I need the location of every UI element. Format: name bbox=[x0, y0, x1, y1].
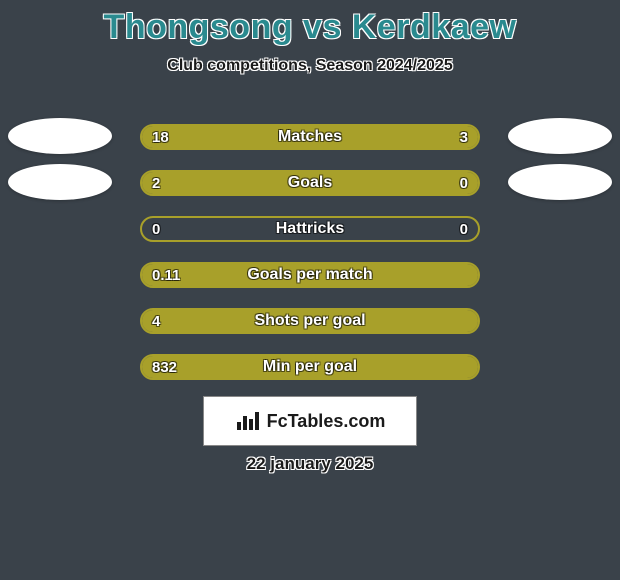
stat-row: Min per goal832 bbox=[0, 342, 620, 388]
stat-row: Hattricks0 0 bbox=[0, 204, 620, 250]
player2-avatar bbox=[508, 164, 612, 200]
comparison-infographic: Thongsong vs Kerdkaew Club competitions,… bbox=[0, 0, 620, 580]
stat-bar: Goals20 bbox=[140, 170, 480, 196]
infographic-date: 22 january 2025 bbox=[0, 454, 620, 474]
stat-row: Goals per match0.11 bbox=[0, 250, 620, 296]
stat-row: Matches183 bbox=[0, 112, 620, 158]
stat-bar: Matches183 bbox=[140, 124, 480, 150]
stat-bar: Min per goal832 bbox=[140, 354, 480, 380]
stat-bar-right bbox=[430, 126, 478, 148]
stat-rows: Matches183 Goals20 Hattricks0 0 Goals per ma… bbox=[0, 112, 620, 388]
stat-bar-left bbox=[142, 264, 478, 286]
chart-icon bbox=[235, 410, 261, 432]
stat-row: Goals20 bbox=[0, 158, 620, 204]
brand-text: FcTables.com bbox=[267, 411, 386, 432]
stat-bar: Hattricks0 0 bbox=[140, 216, 480, 242]
player1-avatar bbox=[8, 164, 112, 200]
stat-bar-left bbox=[142, 356, 478, 378]
stat-row: Shots per goal4 bbox=[0, 296, 620, 342]
player1-avatar bbox=[8, 118, 112, 154]
stat-bar-left bbox=[142, 126, 430, 148]
stat-bar-right bbox=[411, 172, 478, 194]
stat-bar: Shots per goal4 bbox=[140, 308, 480, 334]
stat-bar: Goals per match0.11 bbox=[140, 262, 480, 288]
player2-avatar bbox=[508, 118, 612, 154]
stat-label: Hattricks bbox=[142, 218, 478, 240]
brand-badge: FcTables.com bbox=[203, 396, 417, 446]
page-subtitle: Club competitions, Season 2024/2025 bbox=[0, 57, 620, 75]
page-title: Thongsong vs Kerdkaew bbox=[0, 0, 620, 47]
stat-value-left: 0 bbox=[152, 218, 160, 240]
stat-bar-left bbox=[142, 310, 478, 332]
stat-value-right: 0 bbox=[460, 218, 468, 240]
stat-bar-left bbox=[142, 172, 411, 194]
